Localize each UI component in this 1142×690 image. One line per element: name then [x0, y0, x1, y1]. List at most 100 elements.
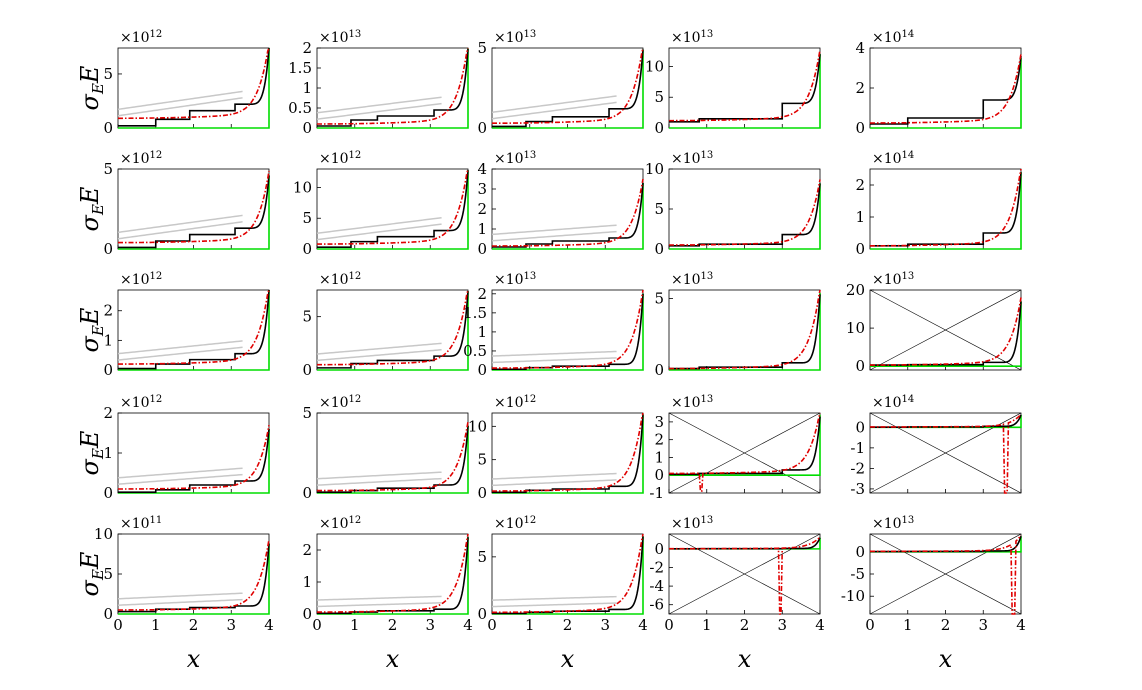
y-tick-label: 0	[477, 240, 487, 258]
series-exact	[492, 293, 644, 371]
x-tick-label: 3	[978, 616, 988, 634]
x-tick-label: 2	[740, 616, 750, 634]
series-model	[491, 289, 644, 369]
series-model	[869, 168, 1022, 247]
series-reference	[491, 230, 617, 242]
series-numerical	[492, 182, 644, 248]
subplot-r2-c3: 0 1 2 3 4 ×1013	[477, 150, 644, 258]
series-numerical	[118, 175, 270, 249]
y-tick-label: 3	[654, 413, 664, 431]
axes-frame	[491, 412, 644, 494]
y-tick-label: -3	[850, 480, 865, 498]
series-model	[316, 168, 469, 245]
series-reference	[316, 342, 442, 355]
series-numerical	[669, 294, 821, 370]
y-multiplier: ×1013	[319, 29, 361, 46]
y-tick-label: 2	[654, 431, 664, 449]
series-numerical	[870, 535, 1022, 553]
series-reference	[316, 595, 442, 601]
y-tick-label: 0	[302, 361, 312, 379]
y-tick-label: 1	[477, 323, 487, 341]
series-numerical	[870, 172, 1022, 247]
series-exact	[669, 54, 821, 129]
series-numerical	[492, 414, 644, 494]
x-tick-label: 1	[350, 616, 360, 634]
series-reference	[491, 224, 617, 236]
series-reference	[491, 350, 617, 357]
series-reference	[117, 598, 243, 606]
series-numerical	[317, 291, 469, 369]
y-multiplier: ×1012	[120, 394, 162, 411]
y-multiplier: ×1012	[319, 271, 361, 288]
y-tick-label: 2	[103, 404, 113, 422]
x-tick-label: 0	[865, 616, 875, 634]
subplot-r2-c1: 0 5 ×1012	[103, 150, 270, 258]
series-model	[491, 178, 644, 247]
y-multiplier: ×1012	[494, 515, 536, 532]
series-numerical	[317, 48, 469, 127]
y-tick-label: 0	[855, 119, 865, 137]
y-tick-label: 0	[103, 119, 113, 137]
y-tick-label: 1	[855, 208, 865, 226]
series-reference	[117, 346, 243, 361]
series-model	[668, 179, 821, 246]
y-tick-label: 5	[302, 308, 312, 326]
y-multiplier: ×1013	[494, 271, 536, 288]
y-tick-label: 0	[103, 361, 113, 379]
y-tick-label: 0	[654, 361, 664, 379]
y-tick-label: 5	[302, 209, 312, 227]
y-tick-label: 5	[654, 290, 664, 308]
series-exact	[317, 425, 469, 494]
y-tick-label: 4	[855, 39, 865, 57]
series-numerical	[118, 289, 270, 370]
x-tick-label: 3	[600, 616, 610, 634]
x-tick-label: 4	[638, 616, 648, 634]
x-tick-label: 4	[1016, 616, 1026, 634]
series-reference	[491, 602, 617, 608]
y-tick-label: 2	[477, 200, 487, 218]
y-tick-label: 1	[654, 448, 664, 466]
x-axis-title: x	[386, 645, 400, 673]
y-multiplier: ×1012	[319, 515, 361, 532]
series-exact	[317, 537, 469, 615]
x-tick-label: 3	[226, 616, 236, 634]
series-model	[117, 425, 270, 490]
subplot-r3-c4: 0 5 ×1013	[654, 271, 821, 379]
series-numerical	[317, 425, 469, 494]
x-tick-label: 2	[563, 616, 573, 634]
x-tick-label: 2	[388, 616, 398, 634]
y-tick-label: 0	[103, 605, 113, 623]
y-tick-label: 1	[477, 220, 487, 238]
x-tick-label: 1	[525, 616, 535, 634]
series-model	[668, 289, 821, 370]
y-tick-label: 0	[477, 361, 487, 379]
series-model	[869, 53, 1022, 124]
y-multiplier: ×1013	[494, 150, 536, 167]
series-numerical	[492, 293, 644, 371]
y-tick-label: 2	[302, 39, 312, 57]
x-tick-label: 2	[941, 616, 951, 634]
y-multiplier: ×1013	[872, 515, 914, 532]
series-model	[117, 289, 270, 365]
series-reference	[491, 479, 617, 487]
y-tick-label: 0	[477, 484, 487, 502]
series-model	[491, 412, 644, 492]
axes-frame	[117, 47, 270, 129]
y-tick-label: 0	[855, 357, 865, 375]
y-tick-label: 2	[302, 541, 312, 559]
series-numerical	[870, 301, 1022, 366]
series-reference	[117, 97, 243, 117]
series-reference	[491, 357, 617, 364]
series-exact	[669, 414, 821, 477]
x-tick-label: 0	[312, 616, 322, 634]
y-tick-label: -6	[649, 596, 664, 614]
y-tick-label: 0	[103, 484, 113, 502]
series-exact	[669, 292, 821, 371]
series-reference	[491, 95, 617, 114]
series-model	[668, 412, 821, 493]
series-reference	[117, 473, 243, 485]
y-tick-label: 10	[645, 160, 664, 178]
y-tick-label: 1.5	[288, 59, 312, 77]
y-tick-label: 2	[103, 302, 113, 320]
